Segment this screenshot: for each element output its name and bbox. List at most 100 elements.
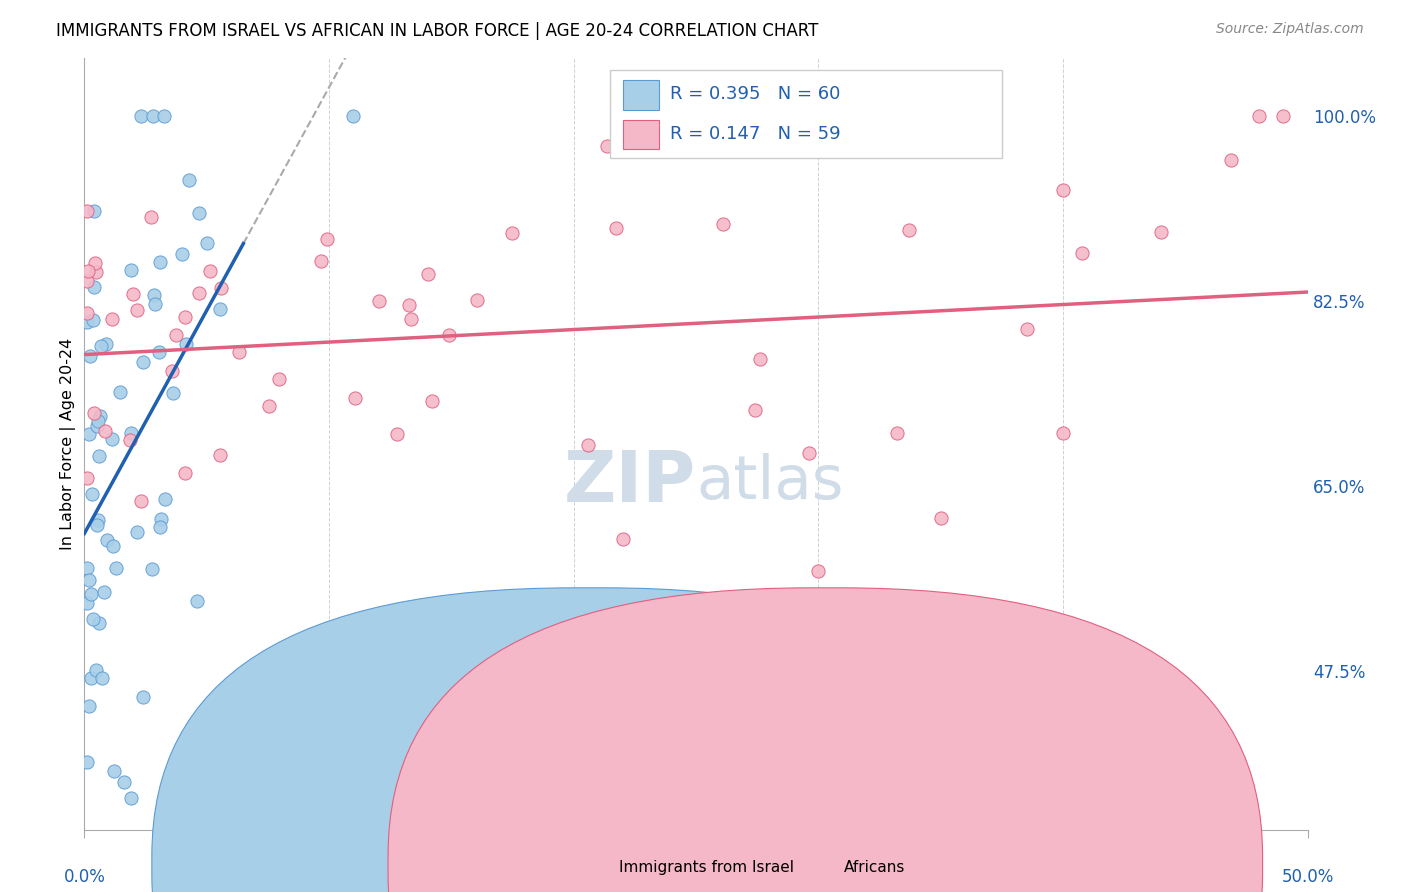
Point: [87, 449, 110, 463]
Point: [79, 587, 101, 601]
Point: [84, 663, 107, 677]
Point: [87, 513, 110, 527]
Point: [612, 532, 634, 546]
Point: [929, 510, 952, 524]
Point: [80, 671, 103, 685]
Point: [120, 262, 142, 277]
Point: [76, 274, 98, 288]
Point: [118, 433, 141, 447]
Point: [100, 433, 122, 447]
Point: [132, 690, 155, 705]
Point: [257, 400, 280, 414]
Point: [578, 438, 600, 452]
Point: [79, 349, 101, 363]
Point: [105, 561, 128, 575]
Point: [120, 426, 142, 441]
Text: 0.0%: 0.0%: [63, 869, 105, 887]
Text: Africans: Africans: [844, 860, 905, 874]
Point: [122, 287, 145, 301]
Point: [103, 764, 125, 779]
Text: 50.0%: 50.0%: [1281, 869, 1334, 887]
Point: [96, 533, 118, 548]
Point: [174, 466, 197, 480]
Point: [387, 427, 409, 442]
Point: [148, 345, 170, 359]
Point: [172, 247, 194, 261]
Point: [160, 364, 183, 378]
Point: [86, 419, 108, 434]
Point: [89, 409, 111, 423]
Point: [77, 698, 100, 713]
Point: [1052, 426, 1074, 441]
Point: [82, 313, 104, 327]
Point: [174, 310, 197, 324]
Point: [228, 344, 250, 359]
Point: [711, 217, 734, 231]
Point: [148, 520, 170, 534]
Point: [101, 311, 124, 326]
Point: [342, 109, 364, 123]
Point: [398, 297, 420, 311]
Point: [101, 539, 124, 553]
Point: [76, 755, 98, 769]
Point: [367, 293, 389, 308]
Point: [208, 448, 231, 462]
Point: [83, 407, 105, 421]
Point: [316, 232, 339, 246]
Point: [188, 206, 211, 220]
Point: [76, 471, 98, 485]
Point: [195, 236, 218, 251]
Point: [84, 264, 107, 278]
Point: [343, 391, 366, 405]
Point: [886, 426, 908, 441]
Point: [898, 223, 921, 237]
Point: [1150, 226, 1173, 240]
Point: [143, 288, 166, 302]
Point: [150, 512, 173, 526]
Point: [605, 221, 627, 235]
Point: [76, 597, 98, 611]
Point: [187, 286, 209, 301]
Point: [125, 302, 148, 317]
Point: [198, 264, 221, 278]
Point: [501, 226, 523, 240]
Point: [1071, 245, 1094, 260]
Point: [749, 351, 772, 366]
Point: [76, 306, 98, 320]
Y-axis label: In Labor Force | Age 20-24: In Labor Force | Age 20-24: [60, 338, 76, 549]
Point: [176, 337, 198, 351]
Point: [1052, 183, 1074, 197]
Point: [1247, 109, 1270, 123]
Point: [77, 573, 100, 587]
Point: [165, 328, 187, 343]
Point: [399, 312, 422, 326]
Point: [149, 255, 172, 269]
Point: [186, 593, 208, 607]
Point: [807, 564, 830, 578]
Point: [143, 297, 166, 311]
Text: ZIP: ZIP: [564, 448, 696, 516]
Point: [93, 584, 115, 599]
Point: [129, 109, 152, 123]
FancyBboxPatch shape: [610, 70, 1002, 158]
Text: Immigrants from Israel: Immigrants from Israel: [619, 860, 793, 874]
Point: [211, 281, 233, 295]
Point: [153, 109, 176, 123]
Point: [734, 606, 756, 620]
Point: [1017, 322, 1039, 336]
Point: [84, 255, 107, 269]
Point: [90, 339, 112, 353]
Point: [208, 302, 231, 317]
Point: [76, 204, 98, 219]
Point: [1272, 109, 1295, 123]
Point: [309, 254, 332, 268]
FancyBboxPatch shape: [623, 80, 659, 110]
Point: [94, 337, 117, 351]
Text: atlas: atlas: [696, 453, 844, 512]
Text: Source: ZipAtlas.com: Source: ZipAtlas.com: [1216, 22, 1364, 37]
Text: IMMIGRANTS FROM ISRAEL VS AFRICAN IN LABOR FORCE | AGE 20-24 CORRELATION CHART: IMMIGRANTS FROM ISRAEL VS AFRICAN IN LAB…: [56, 22, 818, 40]
Point: [93, 424, 115, 438]
Point: [422, 393, 444, 408]
Point: [82, 612, 104, 626]
Point: [129, 493, 152, 508]
